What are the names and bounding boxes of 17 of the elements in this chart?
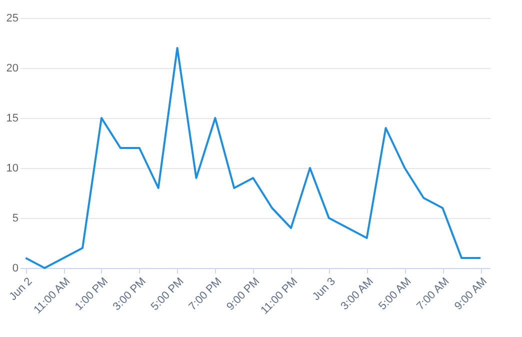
- x-tick-label: 5:00 AM: [376, 276, 414, 313]
- y-tick-label: 15: [6, 112, 18, 124]
- x-tick-label: 3:00 PM: [110, 276, 148, 313]
- x-tick-label: 3:00 AM: [338, 276, 376, 313]
- x-tick-label: 9:00 PM: [224, 276, 262, 313]
- x-tick-label: 7:00 PM: [186, 276, 224, 313]
- x-tick-label: 9:00 AM: [452, 276, 490, 313]
- x-tick-label: 5:00 PM: [148, 276, 186, 313]
- x-tick-label: Jun 3: [310, 276, 338, 304]
- line-series: [24, 47, 482, 269]
- y-tick-label: 25: [6, 12, 18, 24]
- y-tick-label: 0: [12, 262, 18, 274]
- y-tick-label: 5: [12, 212, 18, 224]
- y-tick-label: 20: [6, 62, 18, 74]
- x-tick-label: 7:00 AM: [414, 276, 452, 313]
- y-tick-label: 10: [6, 162, 18, 174]
- x-tick-label: Jun 2: [7, 276, 35, 304]
